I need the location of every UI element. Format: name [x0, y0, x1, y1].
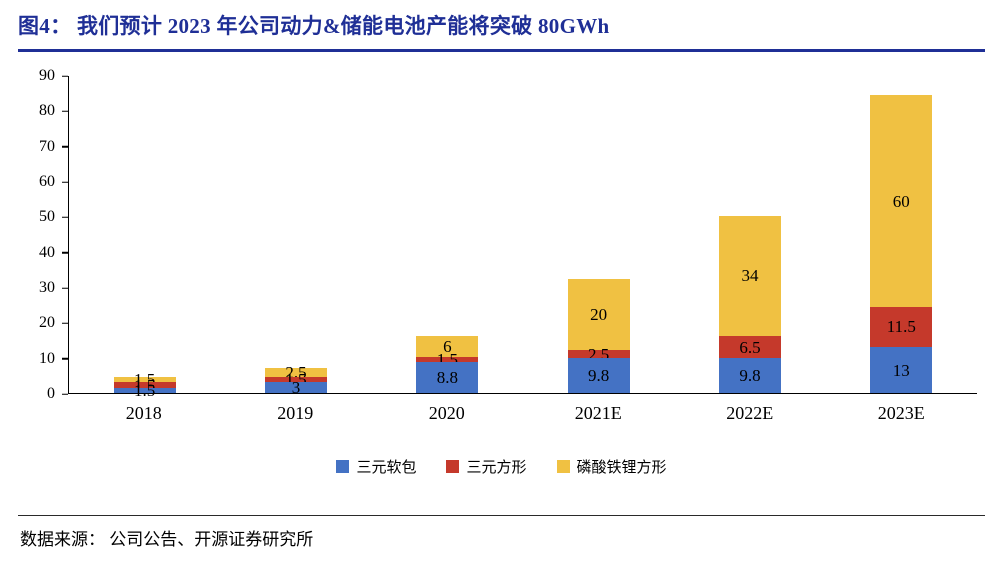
bar-segment: 8.8 — [416, 362, 479, 393]
y-tick-mark — [62, 145, 68, 148]
y-tick-mark — [62, 110, 68, 113]
y-tick-mark — [62, 393, 68, 395]
data-label: 9.8 — [588, 366, 610, 386]
plot-wrap: 0 10 20 30 40 50 60 70 80 90 1.5 1.5 1.5 3 1.5 2.5 8.8 1… — [39, 68, 977, 402]
data-label: 6 — [443, 336, 452, 356]
x-tick-label: 2023E — [877, 403, 925, 423]
y-tick-mark — [62, 181, 68, 183]
y-tick-mark — [62, 322, 68, 325]
figure-title: 图4： 我们预计 2023 年公司动力&储能电池产能将突破 80GWh — [18, 14, 610, 38]
y-tick-label: 50 — [39, 208, 55, 226]
legend-label: 三元软包 — [356, 460, 417, 476]
bar-segment: 20 — [567, 279, 630, 350]
y-tick-label: 0 — [47, 385, 55, 402]
data-label: 2.5 — [285, 363, 307, 383]
y-axis: 0 10 20 30 40 50 60 70 80 90 — [18, 68, 68, 402]
legend-item: 三元方形 — [446, 456, 527, 477]
x-tick-label: 2022E — [726, 403, 774, 423]
stacked-bar-2021E: 9.8 2.5 20 — [567, 76, 630, 393]
legend-item: 磷酸铁锂方形 — [556, 456, 667, 477]
bar-segment: 2.5 — [264, 364, 327, 381]
bar-segment: 9.8 — [718, 358, 781, 393]
footer-divider — [18, 515, 985, 516]
y-tick-mark — [62, 287, 68, 289]
data-label: 34 — [741, 266, 759, 286]
bar-segment: 1.5 — [113, 382, 176, 399]
legend-item: 三元软包 — [336, 456, 416, 477]
stacked-bar-2019: 3 1.5 2.5 — [264, 76, 327, 398]
data-label: 8.8 — [436, 368, 458, 387]
y-tick-label: 20 — [39, 314, 55, 332]
data-label: 1.5 — [134, 380, 156, 400]
bar-column: 9.8 6.5 34 — [674, 76, 825, 393]
y-tick-label: 10 — [39, 349, 55, 367]
bar-segment: 2.5 — [567, 346, 630, 363]
y-tick-label: 80 — [39, 102, 55, 120]
stacked-bar-2023E: 13 11.5 60 — [870, 76, 933, 393]
data-label: 20 — [590, 304, 608, 324]
bar-column: 8.8 1.5 6 — [372, 76, 523, 393]
legend-swatch-icon — [446, 460, 460, 473]
bar-segment: 13 — [870, 347, 933, 393]
data-label: 11.5 — [886, 317, 916, 337]
source-note: 数据来源： 公司公告、开源证券研究所 — [20, 530, 314, 549]
stacked-bar-2018: 1.5 1.5 1.5 — [113, 76, 176, 399]
legend-swatch-icon — [556, 460, 570, 473]
y-tick-label: 90 — [39, 67, 55, 84]
y-tick-label: 40 — [39, 243, 55, 261]
title-divider — [18, 49, 985, 52]
data-label: 9.8 — [739, 366, 761, 386]
x-axis: 2018 2019 2020 2021E 2022E 2023E — [68, 403, 977, 424]
footer: 数据来源： 公司公告、开源证券研究所 — [18, 515, 985, 554]
legend-label: 三元方形 — [466, 460, 527, 476]
bar-segment: 6.5 — [718, 335, 781, 359]
legend: 三元软包 三元方形 磷酸铁锂方形 — [18, 456, 985, 477]
bar-column: 9.8 2.5 20 — [523, 76, 674, 393]
x-tick-label: 2020 — [428, 403, 465, 423]
bar-column: 13 11.5 60 — [826, 76, 977, 393]
data-label: 60 — [892, 191, 910, 211]
y-tick-mark — [62, 251, 68, 254]
bar-segment: 6 — [416, 335, 479, 357]
stacked-bar-2022E: 9.8 6.5 34 — [718, 76, 781, 393]
bar-column: 1.5 1.5 1.5 — [69, 76, 220, 399]
x-tick-label: 2018 — [125, 403, 162, 423]
y-tick-label: 30 — [39, 279, 55, 296]
data-label: 2.5 — [588, 344, 610, 364]
bar-segment: 9.8 — [567, 358, 630, 393]
legend-label: 磷酸铁锂方形 — [576, 460, 667, 476]
bar-segment: 34 — [718, 215, 781, 336]
data-label: 3 — [291, 378, 301, 398]
plot-area: 1.5 1.5 1.5 3 1.5 2.5 8.8 1.5 6 9.8 2.5 20 9.8 6.5 34 1… — [68, 76, 977, 399]
x-tick-label: 2021E — [574, 403, 622, 423]
data-label: 13 — [892, 360, 910, 380]
legend-swatch-icon — [336, 460, 350, 473]
bar-segment: 11.5 — [870, 306, 933, 348]
y-tick-mark — [62, 216, 68, 219]
bar-segment: 3 — [264, 378, 327, 398]
y-tick-mark — [62, 357, 68, 360]
y-tick-label: 60 — [39, 173, 55, 190]
x-tick-label: 2019 — [277, 403, 314, 423]
y-tick-mark — [62, 75, 68, 77]
bar-segment: 60 — [870, 95, 933, 307]
data-label: 6.5 — [739, 337, 761, 357]
stacked-bar-2020: 8.8 1.5 6 — [416, 76, 479, 393]
y-tick-label: 70 — [39, 137, 55, 155]
stacked-bar-chart: 0 10 20 30 40 50 60 70 80 90 1.5 1.5 1.5 3 1.5 2.5 8.8 1… — [18, 68, 985, 477]
bar-column: 3 1.5 2.5 — [220, 76, 371, 398]
